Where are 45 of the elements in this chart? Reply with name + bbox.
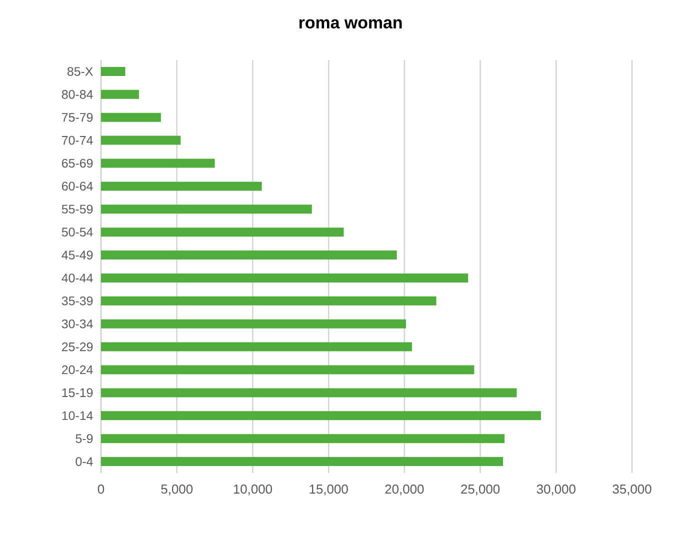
y-tick-label: 35-39 xyxy=(62,296,93,306)
x-tick-label: 5,000 xyxy=(161,484,193,496)
bar xyxy=(101,136,181,145)
y-tick-label: 20-24 xyxy=(62,365,93,374)
bar xyxy=(101,182,262,191)
y-tick-label: 45-49 xyxy=(62,250,93,260)
y-tick-label: 15-19 xyxy=(62,388,93,398)
chart-title: roma woman xyxy=(299,19,402,29)
x-tick-label: 10,000 xyxy=(234,484,272,496)
y-tick-label: 55-59 xyxy=(62,204,93,214)
x-tick-label: 25,000 xyxy=(461,484,500,496)
y-tick-label: 60-64 xyxy=(62,182,93,191)
bar xyxy=(101,273,468,282)
bar xyxy=(101,342,412,352)
bar xyxy=(101,204,312,214)
bar xyxy=(101,112,161,122)
y-tick-label: 70-74 xyxy=(62,136,93,145)
bar xyxy=(101,388,517,398)
bar xyxy=(101,434,505,444)
bar xyxy=(101,90,139,99)
bar xyxy=(101,296,436,306)
x-tick-label: 0 xyxy=(98,484,104,494)
y-tick-label: 25-29 xyxy=(62,342,93,352)
y-tick-label: 5-9 xyxy=(76,434,93,443)
bar xyxy=(101,228,344,237)
y-tick-label: 65-69 xyxy=(62,158,93,168)
bar xyxy=(101,66,126,76)
x-tick-label: 30,000 xyxy=(536,484,576,496)
y-tick-label: 10-14 xyxy=(62,411,93,420)
y-tick-label: 40-44 xyxy=(62,274,93,282)
y-tick-label: 75-79 xyxy=(62,112,93,122)
bar xyxy=(101,319,406,328)
bar xyxy=(101,158,215,168)
bar xyxy=(101,365,474,374)
bar xyxy=(101,457,504,466)
x-tick-label: 15,000 xyxy=(310,484,348,496)
bar xyxy=(101,250,397,260)
x-tick-label: 20,000 xyxy=(385,484,424,496)
y-tick-label: 85-X xyxy=(67,67,93,76)
y-tick-label: 0-4 xyxy=(76,457,93,466)
bar xyxy=(101,411,541,420)
y-tick-label: 50-54 xyxy=(62,228,93,236)
x-tick-label: 35,000 xyxy=(612,484,652,496)
y-tick-label: 80-84 xyxy=(62,90,93,99)
y-tick-label: 30-34 xyxy=(62,319,93,328)
